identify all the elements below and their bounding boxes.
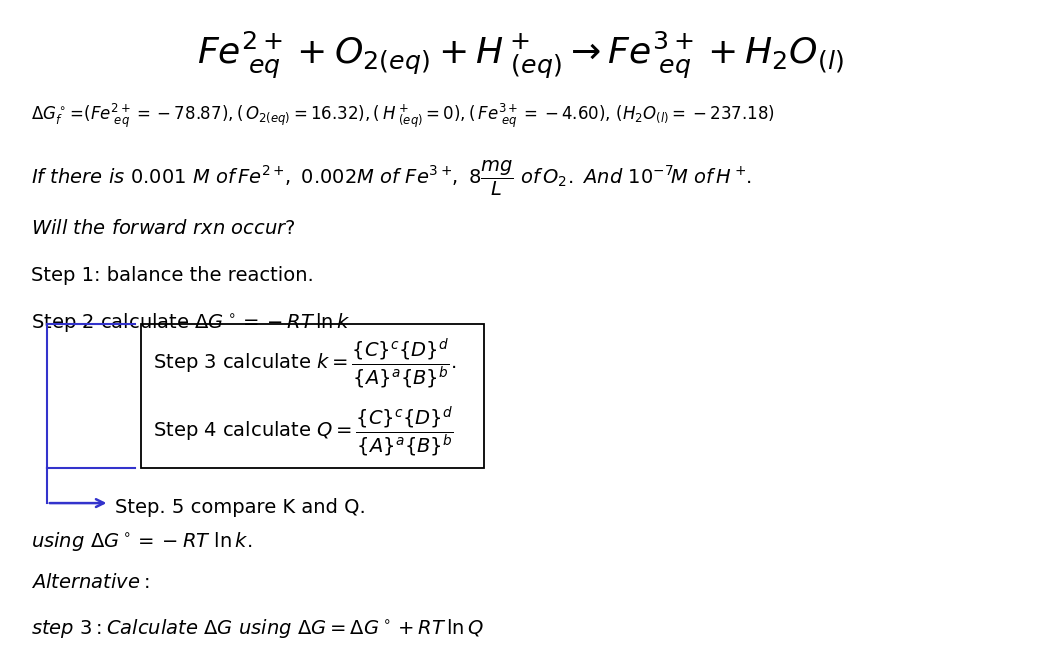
Text: Step 2 calculate $\Delta G^\circ = -RT\,\ln k$: Step 2 calculate $\Delta G^\circ = -RT\,… xyxy=(31,311,351,334)
Text: $\Delta G^\circ_f\!=\!(\mathit{Fe}^{2+}_{\ eq} = -78.87),(\, O_{2(eq)} = 16.32),: $\Delta G^\circ_f\!=\!(\mathit{Fe}^{2+}_… xyxy=(31,102,776,130)
Text: $\mathit{Alternative:}$: $\mathit{Alternative:}$ xyxy=(31,573,150,592)
Text: Step 4 calculate $Q = \dfrac{\{C\}^c\{D\}^d}{\{A\}^a\{B\}^b}$: Step 4 calculate $Q = \dfrac{\{C\}^c\{D\… xyxy=(153,405,454,459)
Bar xyxy=(141,324,484,468)
Text: $\mathit{using}\ \Delta G^\circ = -RT\ \ln k.$: $\mathit{using}\ \Delta G^\circ = -RT\ \… xyxy=(31,530,253,553)
Text: Step. 5 compare K and Q.: Step. 5 compare K and Q. xyxy=(115,498,365,517)
Text: $\mathit{Will\ the\ forward\ rxn\ occur?}$: $\mathit{Will\ the\ forward\ rxn\ occur?… xyxy=(31,219,296,238)
Text: $\mathit{step\ 3: Calculate\ \Delta G\ using\ \Delta G = \Delta G^\circ + RT\,\l: $\mathit{step\ 3: Calculate\ \Delta G\ u… xyxy=(31,617,484,640)
Text: Step 3 calculate $k = \dfrac{\{C\}^c\{D\}^d}{\{A\}^a\{B\}^b}.$: Step 3 calculate $k = \dfrac{\{C\}^c\{D\… xyxy=(153,337,456,391)
Text: Step 1: balance the reaction.: Step 1: balance the reaction. xyxy=(31,266,314,285)
Text: $\mathit{Fe}^{2+}_{\ eq} + O_{2(eq)} + H^+_{\ (eq)} \rightarrow \mathit{Fe}^{3+}: $\mathit{Fe}^{2+}_{\ eq} + O_{2(eq)} + H… xyxy=(197,30,844,82)
Text: $\mathit{If\ there\ is\ 0.001\ M\ of\, Fe^{2+}\!,\ 0.002M\ of\ Fe^{3+}\!,\ 8\dfr: $\mathit{If\ there\ is\ 0.001\ M\ of\, F… xyxy=(31,159,752,198)
